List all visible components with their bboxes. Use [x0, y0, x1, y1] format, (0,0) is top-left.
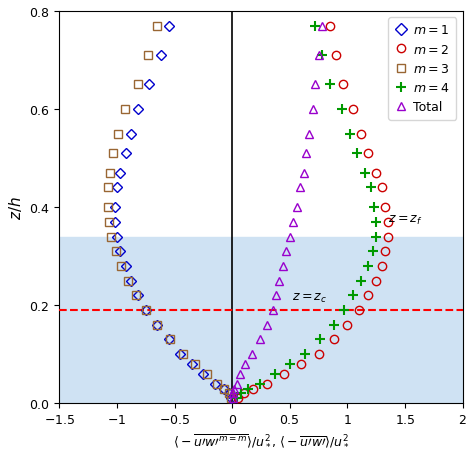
- Bar: [59, 237, 463, 403]
- Text: $z = z_f$: $z = z_f$: [388, 213, 422, 227]
- X-axis label: $\langle -\overline{u\prime w\prime^{m=m}}\rangle/u_*^2$, $\langle -\overline{u\: $\langle -\overline{u\prime w\prime^{m=m…: [173, 431, 349, 448]
- Legend: $m = 1$, $m = 2$, $m = 3$, $m = 4$, Total: $m = 1$, $m = 2$, $m = 3$, $m = 4$, Tota…: [389, 18, 456, 121]
- Text: $z = z_c$: $z = z_c$: [292, 292, 327, 305]
- Y-axis label: $z/h$: $z/h$: [7, 196, 24, 219]
